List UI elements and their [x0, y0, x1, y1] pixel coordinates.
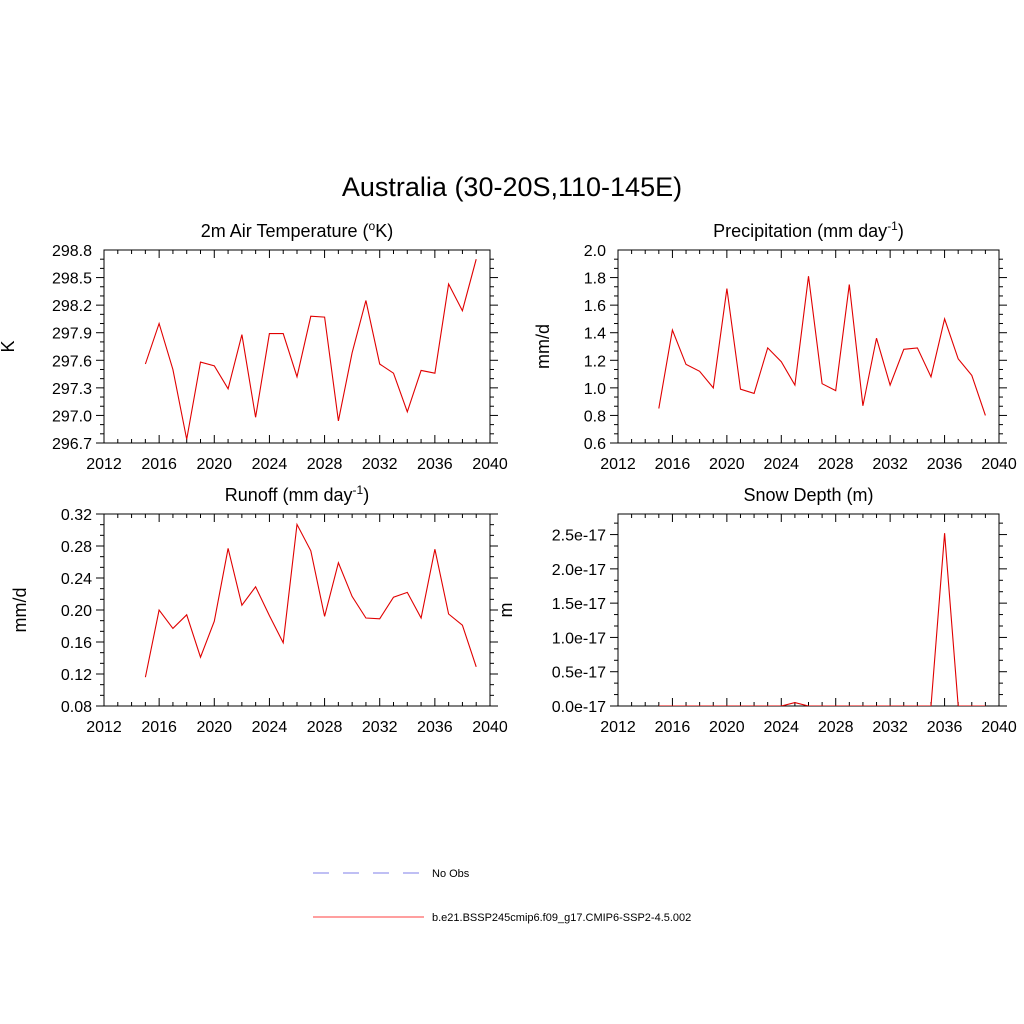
y-tick-label: 0.24	[61, 571, 92, 588]
y-tick-label: 0.28	[61, 539, 92, 556]
panel-2: Precipitation (mm day-1) mm/d 2012 2016 2020…	[533, 219, 1017, 473]
y-tick-label: 1.0	[584, 381, 606, 398]
x-tick-label: 2036	[927, 719, 963, 736]
y-tick-label: 2.0e-17	[552, 562, 606, 579]
panel-title: 2m Air Temperature (oK)	[201, 219, 393, 241]
y-tick-label: 2.0	[584, 243, 606, 260]
figure-title: Australia (30-20S,110-145E)	[342, 172, 682, 202]
x-tick-label: 2028	[307, 719, 343, 736]
y-tick-label: 298.5	[52, 271, 92, 288]
x-tick-label: 2020	[709, 456, 745, 473]
x-tick-label: 2024	[252, 719, 288, 736]
y-tick-label: 0.5e-17	[552, 665, 606, 682]
x-tick-label: 2036	[927, 456, 963, 473]
x-tick-label: 2020	[709, 719, 745, 736]
y-tick-label: 1.0e-17	[552, 630, 606, 647]
x-tick-label: 2040	[472, 456, 508, 473]
series-line-1	[144, 259, 477, 440]
series-line-1	[658, 276, 986, 416]
y-tick-label: 0.20	[61, 603, 92, 620]
series-line-1	[144, 522, 477, 678]
x-tick-label: 2012	[600, 456, 636, 473]
y-tick-label: 0.0e-17	[552, 699, 606, 716]
y-tick-label: 1.5e-17	[552, 596, 606, 613]
y-tick-label: 0.12	[61, 667, 92, 684]
x-tick-label: 2040	[981, 456, 1017, 473]
y-tick-label: 1.2	[584, 353, 606, 370]
y-tick-label: 0.08	[61, 699, 92, 716]
panel-title: Snow Depth (m)	[743, 485, 873, 505]
y-tick-label: 298.2	[52, 298, 92, 315]
y-tick-label: 0.32	[61, 507, 92, 524]
x-tick-label: 2040	[981, 719, 1017, 736]
y-tick-label: 1.8	[584, 271, 606, 288]
x-tick-label: 2032	[362, 719, 398, 736]
x-tick-label: 2032	[362, 456, 398, 473]
x-tick-label: 2032	[872, 456, 908, 473]
legend: No Obs b.e21.BSSP245cmip6.f09_g17.CMIP6-S…	[313, 868, 691, 924]
y-tick-label: 297.9	[52, 326, 92, 343]
y-axis-label: K	[0, 340, 18, 352]
panel-1: 2m Air Temperature (oK) K 2012 2016 2020 2024…	[0, 219, 508, 473]
panel-title: Runoff (mm day-1)	[225, 483, 369, 505]
y-tick-label: 1.6	[584, 298, 606, 315]
x-tick-label: 2016	[655, 456, 691, 473]
x-tick-label: 2040	[472, 719, 508, 736]
y-tick-label: 298.8	[52, 243, 92, 260]
x-tick-label: 2012	[86, 719, 122, 736]
x-tick-label: 2020	[196, 719, 232, 736]
x-tick-label: 2024	[763, 456, 799, 473]
series-line-1	[658, 533, 986, 706]
y-tick-label: 0.16	[61, 635, 92, 652]
plot-frame	[103, 249, 491, 444]
x-tick-label: 2036	[417, 456, 453, 473]
y-tick-label: 297.6	[52, 353, 92, 370]
x-tick-label: 2016	[141, 456, 177, 473]
panel-4: Snow Depth (m) m 2012 2016 2020 2024 2028 2032 2…	[496, 485, 1017, 736]
x-tick-label: 2024	[252, 456, 288, 473]
plot-frame	[103, 513, 491, 707]
y-tick-label: 0.6	[584, 436, 606, 453]
x-tick-label: 2016	[141, 719, 177, 736]
y-tick-label: 296.7	[52, 436, 92, 453]
x-tick-label: 2032	[872, 719, 908, 736]
x-tick-label: 2028	[307, 456, 343, 473]
x-tick-label: 2020	[196, 456, 232, 473]
legend-label: b.e21.BSSP245cmip6.f09_g17.CMIP6-SSP2-4.…	[432, 912, 691, 924]
x-tick-label: 2024	[763, 719, 799, 736]
x-tick-label: 2028	[818, 719, 854, 736]
y-axis-label: m	[496, 603, 516, 618]
y-tick-label: 297.0	[52, 408, 92, 425]
x-tick-label: 2016	[655, 719, 691, 736]
y-axis-label: mm/d	[10, 588, 30, 633]
plot-frame	[617, 513, 1000, 707]
y-tick-label: 2.5e-17	[552, 528, 606, 545]
x-tick-label: 2012	[600, 719, 636, 736]
legend-label: No Obs	[432, 868, 470, 880]
panel-title: Precipitation (mm day-1)	[713, 219, 904, 241]
y-tick-label: 0.8	[584, 408, 606, 425]
x-tick-label: 2028	[818, 456, 854, 473]
x-tick-label: 2012	[86, 456, 122, 473]
y-axis-label: mm/d	[533, 324, 553, 369]
y-tick-label: 1.4	[584, 326, 606, 343]
x-tick-label: 2036	[417, 719, 453, 736]
y-tick-label: 297.3	[52, 381, 92, 398]
panel-3: Runoff (mm day-1) mm/d 2012 2016 2020 2024 202…	[10, 483, 508, 736]
